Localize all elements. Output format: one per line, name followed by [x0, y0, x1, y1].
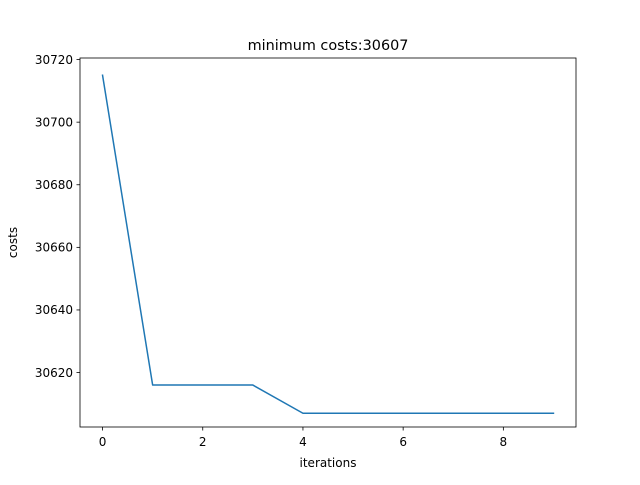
series-line: [101, 74, 555, 414]
plot-area: [101, 74, 555, 414]
y-tick-label: 30620: [35, 366, 73, 380]
axes-frame: [79, 57, 577, 428]
x-axis-label: iterations: [300, 456, 357, 470]
y-tick-label: 30720: [35, 53, 73, 67]
y-axis-label: costs: [6, 227, 20, 258]
y-tick-label: 30700: [35, 115, 73, 129]
x-tick-label: 6: [399, 435, 407, 449]
y-axis-ticks: 30620 30640 30660 30680 30700 30720: [35, 53, 80, 380]
y-tick-label: 30640: [35, 303, 73, 317]
x-tick-label: 2: [199, 435, 207, 449]
x-tick-label: 0: [99, 435, 107, 449]
x-tick-label: 8: [500, 435, 508, 449]
y-tick-label: 30680: [35, 178, 73, 192]
x-axis-ticks: 0 2 4 6 8: [99, 427, 507, 449]
chart-title: minimum costs:30607: [248, 38, 409, 54]
y-tick-label: 30660: [35, 241, 73, 255]
x-tick-label: 4: [299, 435, 307, 449]
